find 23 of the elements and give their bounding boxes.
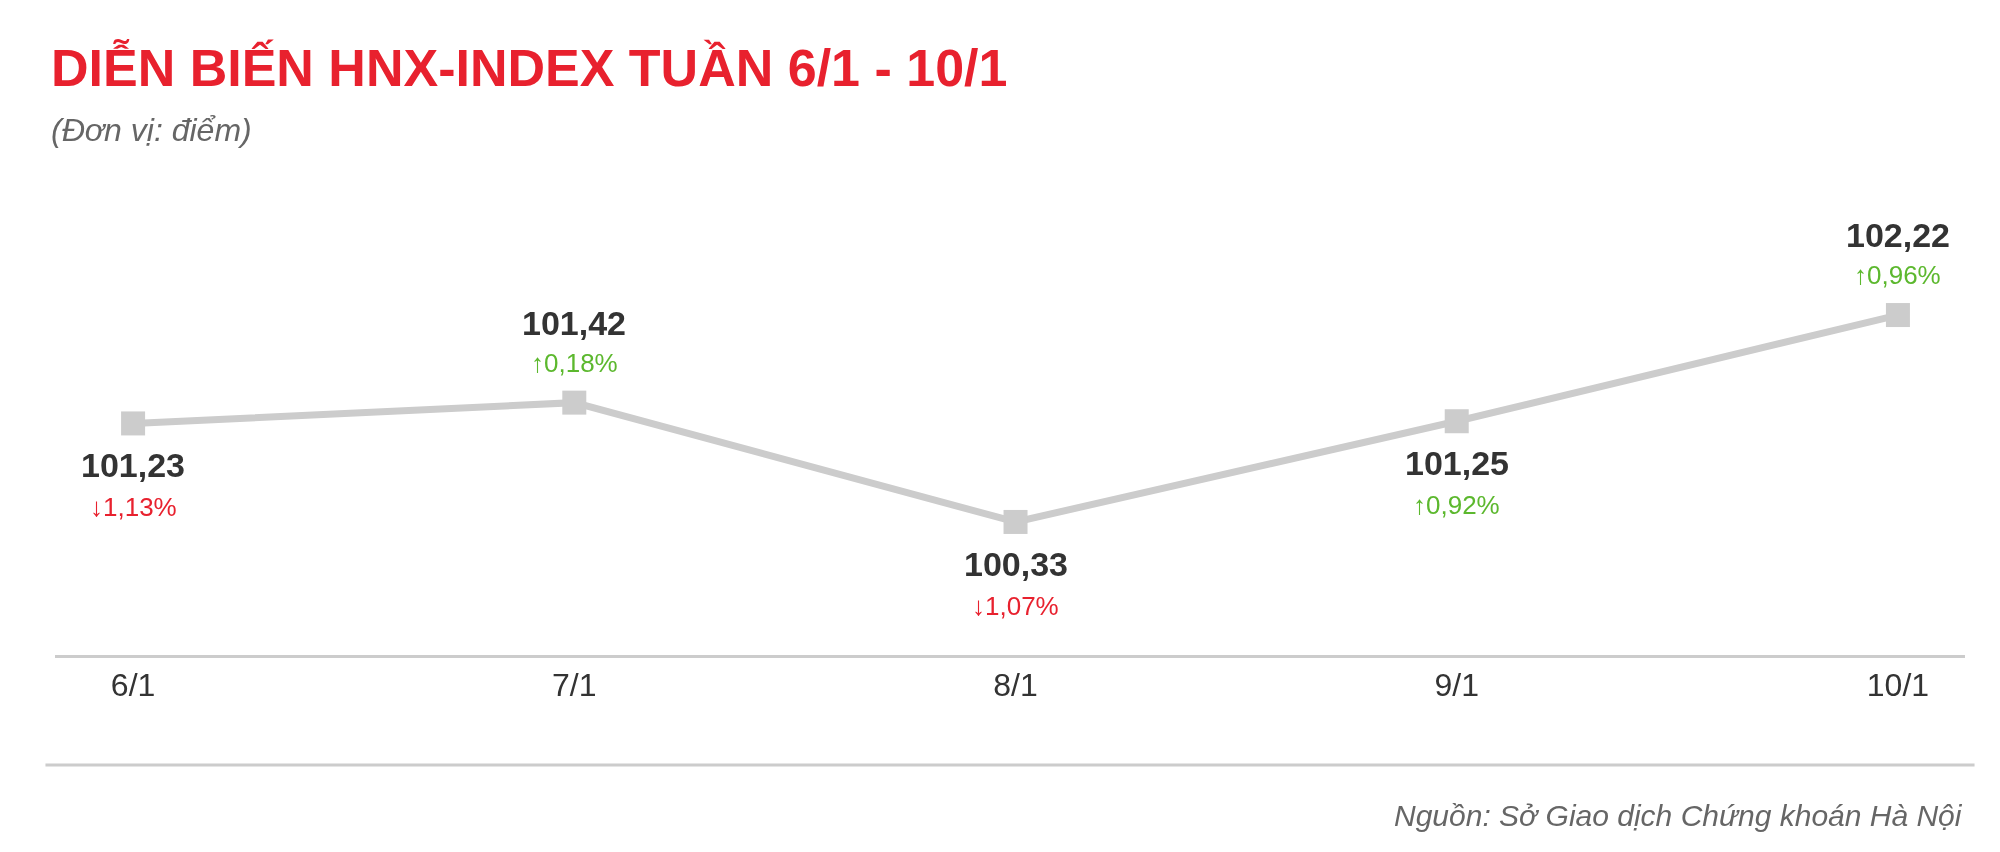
annotation: ↑0,18% (531, 348, 618, 378)
point (1444, 409, 1469, 434)
point (121, 411, 146, 436)
annotation: ↑0,96% (1854, 260, 1941, 290)
chart-title: DIỄN BIẾN HNX-INDEX TUẦN 6/1 - 10/1 (51, 39, 1008, 97)
x-tick-label: 10/1 (1866, 667, 1930, 704)
point (562, 390, 587, 415)
chart-subtitle: (Đơn vị: điểm) (51, 112, 252, 148)
annotation: ↓1,07% (972, 591, 1059, 621)
annotation: ↓1,13% (90, 492, 177, 522)
annotation: ↑0,92% (1413, 490, 1500, 520)
data-label: 100,33 (964, 545, 1068, 583)
x-tick-label: 7/1 (552, 667, 597, 704)
x-tick-label: 8/1 (993, 667, 1038, 704)
data-label: 101,23 (81, 446, 185, 484)
x-tick-label: 6/1 (110, 667, 156, 704)
data-label: 101,25 (1405, 444, 1509, 482)
text: Nguồn: Sở Giao dịch Chứng khoán Hà Nội (1394, 799, 1963, 832)
data-label: 101,42 (522, 304, 626, 342)
x-tick-label: 9/1 (1434, 667, 1479, 704)
data-label: 102,22 (1846, 216, 1950, 254)
point (1885, 303, 1910, 328)
point (1003, 509, 1028, 534)
